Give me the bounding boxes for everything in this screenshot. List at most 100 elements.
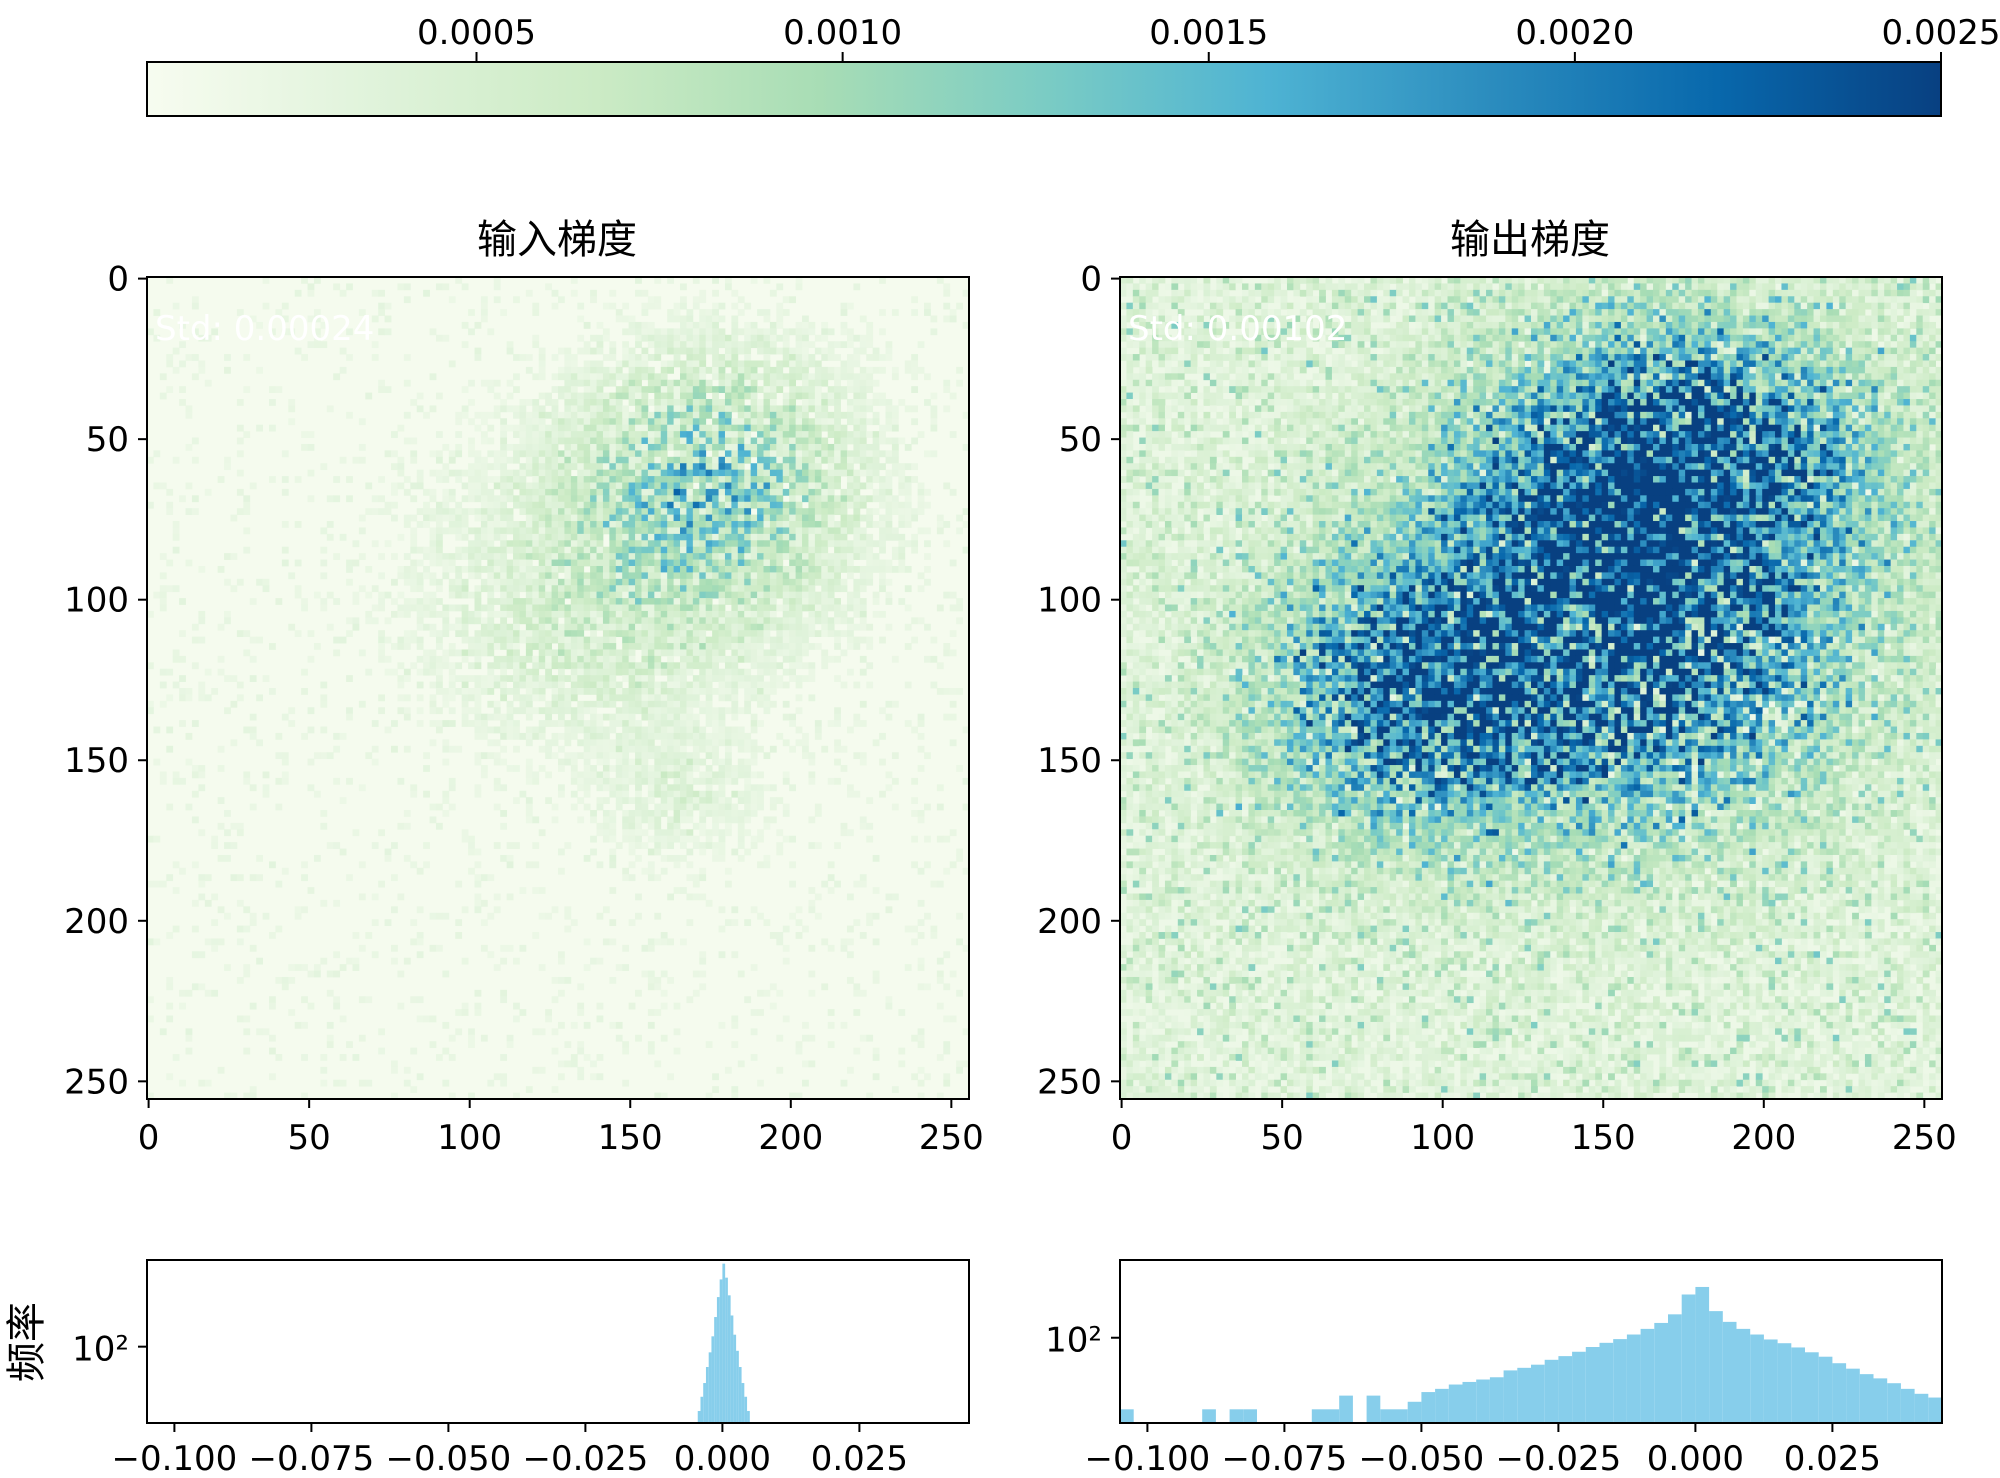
heatmap-cell: [886, 771, 893, 778]
heatmap-cell: [693, 341, 700, 348]
heatmap-cell: [250, 483, 257, 490]
heatmap-cell: [475, 682, 482, 689]
heatmap-cell: [513, 637, 520, 644]
heatmap-cell: [468, 720, 475, 727]
heatmap-cell: [564, 720, 571, 727]
heatmap-cell: [629, 637, 636, 644]
heatmap-cell: [674, 752, 681, 759]
heatmap-cell: [449, 553, 456, 560]
heatmap-cell: [661, 566, 668, 573]
heatmap-cell: [539, 425, 546, 432]
heatmap-cell: [571, 643, 578, 650]
heatmap-cell: [821, 405, 828, 412]
heatmap-cell: [686, 309, 693, 316]
heatmap-cell: [719, 547, 726, 554]
heatmap-cell: [455, 431, 462, 438]
heatmap-cell: [853, 624, 860, 631]
heatmap-cell: [622, 348, 629, 355]
heatmap-cell: [815, 399, 822, 406]
heatmap-cell: [507, 572, 514, 579]
heatmap-cell: [667, 746, 674, 753]
heatmap-cell: [686, 360, 693, 367]
heatmap-cell: [725, 560, 732, 567]
heatmap-cell: [693, 277, 700, 284]
heatmap-cell: [667, 547, 674, 554]
heatmap-cell: [841, 746, 848, 753]
heatmap-cell: [597, 771, 604, 778]
heatmap-cell: [686, 733, 693, 740]
heatmap-cell: [519, 579, 526, 586]
heatmap-cell: [712, 373, 719, 380]
heatmap-cell: [860, 483, 867, 490]
heatmap-cell: [841, 534, 848, 541]
heatmap-cell: [609, 656, 616, 663]
heatmap-cell: [635, 328, 642, 335]
heatmap-cell: [365, 566, 372, 573]
heatmap-cell: [494, 463, 501, 470]
heatmap-cell: [622, 624, 629, 631]
heatmap-cell: [853, 470, 860, 477]
heatmap-cell: [943, 592, 950, 599]
heatmap-cell: [757, 746, 764, 753]
heatmap-cell: [783, 572, 790, 579]
heatmap-cell: [237, 425, 244, 432]
heatmap-cell: [481, 502, 488, 509]
heatmap-cell: [873, 540, 880, 547]
heatmap-cell: [494, 752, 501, 759]
heatmap-cell: [153, 836, 160, 843]
heatmap-cell: [481, 630, 488, 637]
heatmap-cell: [738, 682, 745, 689]
heatmap-cell: [905, 444, 912, 451]
heatmap-cell: [686, 373, 693, 380]
heatmap-cell: [622, 495, 629, 502]
heatmap-cell: [603, 585, 610, 592]
heatmap-cell: [661, 611, 668, 618]
heatmap-cell: [629, 489, 636, 496]
heatmap-cell: [905, 515, 912, 522]
heatmap-cell: [526, 694, 533, 701]
heatmap-cell: [815, 540, 822, 547]
heatmap-cell: [552, 579, 559, 586]
heatmap-cell: [564, 412, 571, 419]
heatmap-cell: [719, 791, 726, 798]
heatmap-cell: [552, 553, 559, 560]
heatmap-cell: [430, 527, 437, 534]
heatmap-cell: [828, 656, 835, 663]
heatmap-cell: [719, 399, 726, 406]
heatmap-cell: [487, 527, 494, 534]
heatmap-cell: [911, 476, 918, 483]
heatmap-cell: [654, 476, 661, 483]
heatmap-cell: [738, 727, 745, 734]
heatmap-cell: [686, 418, 693, 425]
heatmap-cell: [564, 463, 571, 470]
heatmap-cell: [378, 303, 385, 310]
heatmap-cell: [359, 457, 366, 464]
heatmap-cell: [712, 367, 719, 374]
heatmap-cell: [693, 328, 700, 335]
heatmap-cell: [333, 373, 340, 380]
heatmap-cell: [783, 360, 790, 367]
heatmap-cell: [577, 412, 584, 419]
heatmap-cell: [603, 508, 610, 515]
heatmap-cell: [442, 605, 449, 612]
heatmap-cell: [455, 617, 462, 624]
heatmap-cell: [693, 836, 700, 843]
heatmap-cell: [796, 675, 803, 682]
heatmap-cell: [629, 810, 636, 817]
heatmap-cell: [751, 605, 758, 612]
heatmap-cell: [853, 393, 860, 400]
heatmap-cell: [757, 797, 764, 804]
heatmap-cell: [500, 669, 507, 676]
heatmap-cell: [500, 508, 507, 515]
heatmap-cell: [744, 322, 751, 329]
heatmap-cell: [622, 540, 629, 547]
heatmap-cell: [674, 598, 681, 605]
heatmap-cell: [674, 521, 681, 528]
heatmap-cell: [519, 476, 526, 483]
heatmap-cell: [243, 547, 250, 554]
heatmap-cell: [796, 444, 803, 451]
heatmap-cell: [719, 341, 726, 348]
heatmap-cell: [468, 463, 475, 470]
heatmap-cell: [654, 515, 661, 522]
heatmap-cell: [552, 694, 559, 701]
